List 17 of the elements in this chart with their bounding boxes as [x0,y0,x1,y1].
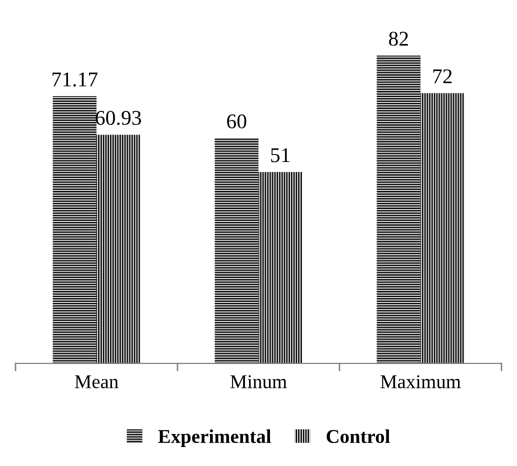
data-label: 71.17 [52,72,98,87]
data-label: 60 [227,114,246,128]
bar [420,93,464,364]
bar [52,96,97,364]
legend-label: Control [326,429,390,444]
data-label: 51 [271,148,290,162]
data-label: 60.93 [96,110,141,126]
data-label: 82 [389,32,408,46]
x-tick-label: Maximum [380,375,461,388]
bar [376,56,420,364]
x-tick-label: Minum [230,375,287,388]
legend-label: Experimental [158,429,271,448]
x-tick-label: Mean [74,375,118,388]
bar [258,172,302,364]
bar [214,138,258,364]
bar [96,134,140,364]
data-label: 72 [433,69,452,84]
